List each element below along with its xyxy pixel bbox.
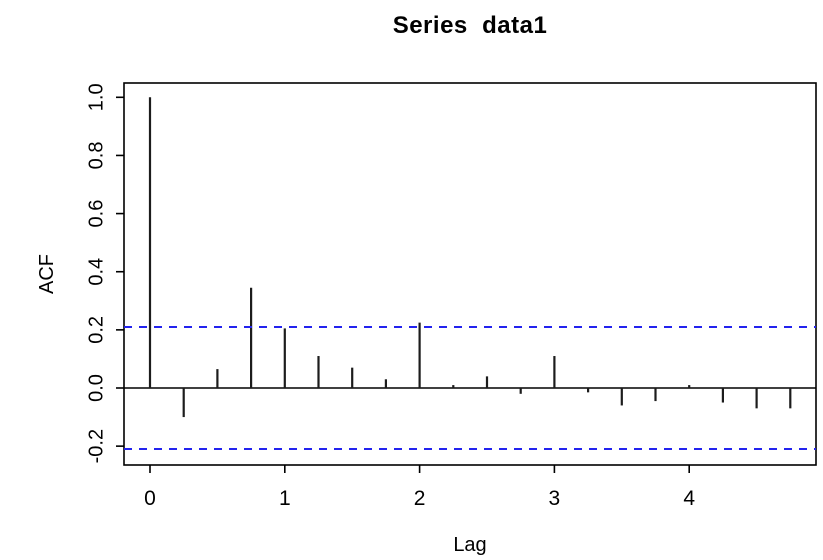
x-tick-label: 2 xyxy=(414,487,426,510)
x-tick-label: 3 xyxy=(549,487,561,510)
y-tick-label: 1.0 xyxy=(85,83,107,111)
y-tick-label: 0.4 xyxy=(85,258,107,286)
chart-title: Series data1 xyxy=(392,12,548,39)
x-axis-title: Lag xyxy=(453,534,487,556)
plot-border xyxy=(123,82,817,466)
x-tick-label: 1 xyxy=(279,487,291,510)
y-tick-label: 0.0 xyxy=(85,374,107,402)
y-axis-title: ACF xyxy=(36,254,58,294)
x-tick-label: 0 xyxy=(144,487,156,510)
y-tick-label: 0.2 xyxy=(85,316,107,344)
y-tick-label: 0.6 xyxy=(85,200,107,228)
y-tick-label: 0.8 xyxy=(85,142,107,170)
x-tick-label: 4 xyxy=(683,487,695,510)
y-tick-label: -0.2 xyxy=(85,429,107,463)
